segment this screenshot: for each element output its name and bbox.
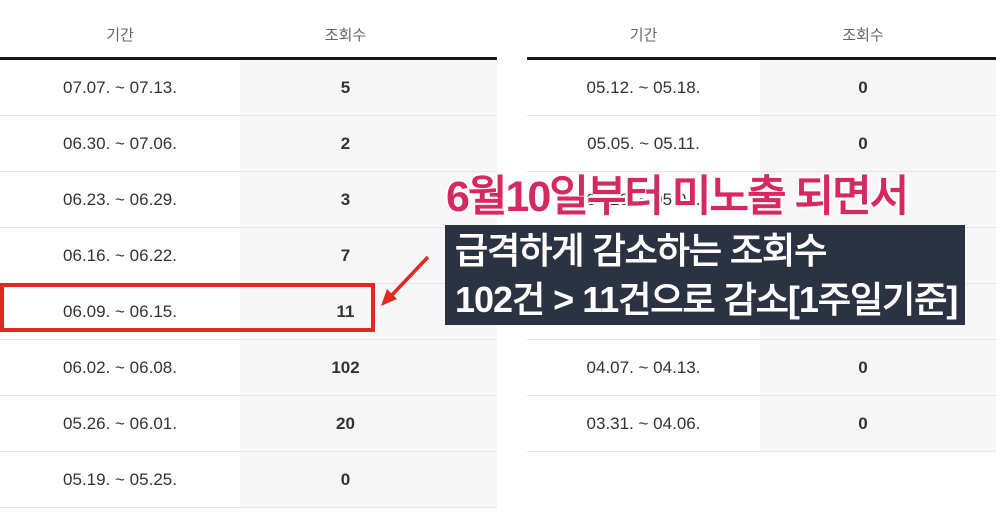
period-cell: 05.19. ~ 05.25. [63,469,177,489]
weekly-views-table-left: 기간 조회수 07.07. ~ 07.13. 5 06.30. ~ 07.06.… [0,12,497,508]
views-cell: 5 [240,60,497,115]
table-row: 04.07. ~ 04.13. 0 [527,340,996,396]
column-header-period: 기간 [106,27,134,44]
period-cell: 03.31. ~ 04.06. [586,413,701,433]
table-row: 06.16. ~ 06.22. 7 [0,228,497,284]
period-cell: 04.28. ~ 05.04. [586,189,701,209]
banner-line-1: 급격하게 감소하는 조회수 [455,230,827,271]
column-header-views: 조회수 [324,27,367,44]
column-header-period: 기간 [629,27,658,44]
table-row: 05.12. ~ 05.18. 0 [527,60,996,116]
period-cell: 06.09. ~ 06.15. [63,301,177,321]
views-cell: 0 [760,340,996,395]
period-cell: 06.30. ~ 07.06. [63,133,177,153]
table-row: 03.31. ~ 04.06. 0 [527,396,996,452]
views-cell [760,172,996,227]
table-row: 05.05. ~ 05.11. 0 [527,116,996,172]
table-row: 05.26. ~ 06.01. 20 [0,396,497,452]
period-cell: 05.12. ~ 05.18. [586,77,701,97]
table-body: 07.07. ~ 07.13. 5 06.30. ~ 07.06. 2 06.2… [0,60,497,508]
column-header-views: 조회수 [842,27,884,44]
period-cell: 04.07. ~ 04.13. [586,357,701,377]
views-cell: 0 [760,60,996,115]
views-cell: 0 [240,452,497,507]
views-cell: 3 [240,172,497,227]
banner-line-2: 102건 > 11건으로 감소[1주일기준] [455,279,958,320]
table-row: 06.30. ~ 07.06. 2 [0,116,497,172]
period-cell: 06.23. ~ 06.29. [63,189,177,209]
views-cell: 0 [760,396,996,451]
views-cell: 0 [760,116,996,171]
table-row: 06.23. ~ 06.29. 3 [0,172,497,228]
table-header: 기간 조회수 [527,12,996,60]
period-cell: 06.16. ~ 06.22. [63,245,177,265]
views-cell: 102 [240,340,497,395]
table-row: 05.19. ~ 05.25. 0 [0,452,497,508]
period-cell: 05.26. ~ 06.01. [63,413,177,433]
table-row: 04.28. ~ 05.04. [527,172,996,228]
period-cell: 07.07. ~ 07.13. [63,77,177,97]
views-cell: 2 [240,116,497,171]
table-row: 06.09. ~ 06.15. 11 [0,284,497,340]
period-cell: 05.05. ~ 05.11. [587,133,700,153]
period-cell: 06.02. ~ 06.08. [63,357,177,377]
annotation-headline: 6월10일부터 미노출 되면서 [446,173,909,221]
table-header: 기간 조회수 [0,12,497,60]
annotation-banner: 급격하게 감소하는 조회수 102건 > 11건으로 감소[1주일기준] [445,225,965,325]
views-cell: 20 [240,396,497,451]
table-row: 06.02. ~ 06.08. 102 [0,340,497,396]
table-row: 07.07. ~ 07.13. 5 [0,60,497,116]
